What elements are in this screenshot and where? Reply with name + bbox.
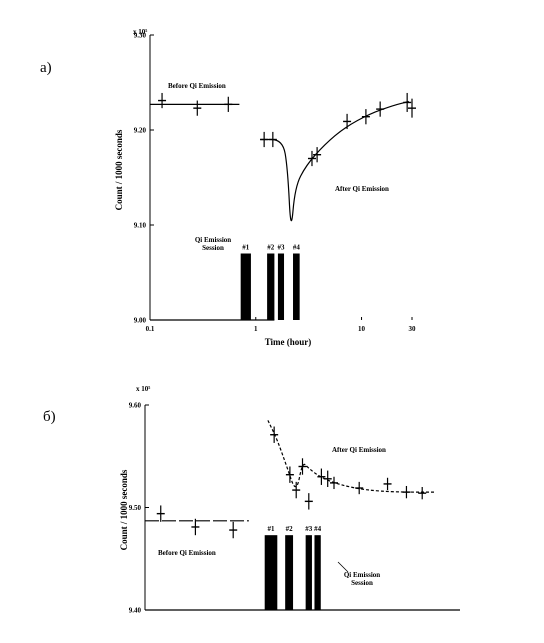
y-axis-title: Count / 1000 seconds [119,469,129,550]
after-emission-label: After Qi Emission [332,446,386,454]
before-point [193,100,202,116]
x-tick-label: 0.1 [146,325,155,333]
session-label: #4 [293,244,301,252]
session-bar [285,535,294,610]
y-tick-label: 9.30 [134,32,147,40]
after-point [343,113,352,130]
y-tick-label: 9.40 [129,607,142,615]
y-multiplier: x 10⁵ [136,385,150,393]
session-label: #1 [242,244,250,252]
after-point [270,426,279,443]
session-bar [314,535,321,610]
y-multiplier: x 10⁵ [133,28,147,36]
y-tick-label: 9.10 [134,222,147,230]
session-pointer [337,561,349,573]
session-bar [267,253,275,320]
after-point [323,470,332,487]
panel-label: б) [43,409,56,425]
session-bar [305,535,312,610]
session-bar [293,253,300,320]
chart-a: a) 9.00 9.10 9.20 9.30x 10⁵ Count / 1000 seco… [40,28,416,347]
session-annotation-line: Session [202,244,224,252]
y-tick-label: 9.00 [134,317,147,325]
before-point [156,505,165,522]
y-tick-label: 9.20 [134,127,147,135]
after-point [307,150,316,167]
chart-b: б) 9.40 9.50 9.60 x 10⁵ Count / 1000 seconds #… [43,385,460,615]
after-point [418,487,427,500]
session-label: #1 [268,525,276,533]
session-annotation-line: Qi Emission [195,236,231,244]
before-point [158,92,167,109]
session-label: #2 [267,244,275,252]
after-point [403,92,412,112]
before-emission-label: Before Qi Emission [168,82,226,90]
x-tick-label: 30 [409,325,417,333]
after-point [285,466,294,483]
x-axis-title: Time (hour) [265,337,312,347]
y-axis-title: Count / 1000 seconds [114,129,124,210]
after-point [383,477,392,491]
session-label: #2 [286,525,294,533]
before-point [229,521,238,539]
after-emission-label: After Qi Emission [335,185,389,193]
panel-label: a) [40,60,52,76]
y-tick-label: 9.50 [129,504,142,512]
after-curve [260,100,409,222]
after-point [313,147,322,163]
session-annotation-line: Session [351,579,373,587]
after-point [260,131,269,148]
after-curve [267,420,435,493]
after-point [402,485,411,499]
session-label: #4 [314,525,322,533]
before-emission-label: Before Qi Emission [158,549,216,557]
after-point [355,481,364,495]
after-point [330,476,338,490]
before-point [224,96,233,112]
after-point [361,109,370,125]
y-tick-label: 9.60 [129,402,142,410]
after-point [268,131,277,148]
session-bar [264,535,278,610]
session-bar [277,253,285,320]
x-tick-label: 10 [358,325,366,333]
after-point [298,458,307,475]
session-label: #3 [305,525,313,533]
before-point [191,518,200,536]
session-label: #3 [277,244,285,252]
after-point [292,481,301,499]
session-annotation-line: Qi Emission [344,571,380,579]
x-tick-label: 1 [254,325,258,333]
after-point [408,98,416,118]
after-point [376,101,385,117]
after-point [317,468,326,485]
session-bar [240,253,251,320]
after-point [304,493,313,510]
